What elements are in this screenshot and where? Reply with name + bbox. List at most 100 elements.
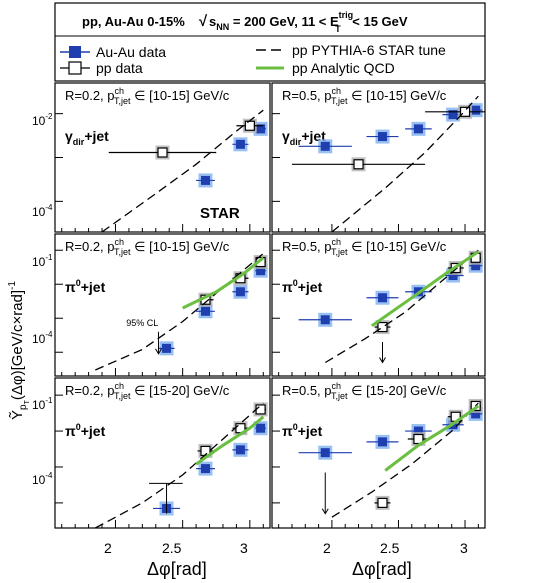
panel-label-tjet: T,jet (331, 391, 348, 401)
cl-arrow-head (155, 348, 162, 355)
plot-area (298, 249, 483, 364)
auau-marker (377, 132, 387, 142)
ytick-label-p3: 10-1 (32, 253, 53, 269)
pythia-curve (101, 109, 264, 232)
panel-label-range: ∈ [10-15] GeV/c (348, 239, 447, 254)
panel-label-r: R=0.2, p (65, 383, 115, 398)
trigger-symbol: γ (65, 128, 73, 144)
auau-marker (201, 464, 210, 474)
x-axis-label-right: Δφ[rad] (352, 559, 412, 579)
trigger-rest: +jet (298, 423, 323, 439)
panel-bottom-right: R=0.5, pch T,jet ∈ [15-20] GeV/c π0+jet (271, 377, 486, 529)
panel-label: R=0.2, pch T,jet ∈ [15-20] GeV/c (65, 381, 230, 401)
pp-marker (157, 147, 168, 158)
panel-label-range: ∈ [15-20] GeV/c (348, 383, 447, 398)
plot-area (95, 253, 268, 371)
cl-label: 95% CL (126, 318, 158, 328)
pp-marker (459, 106, 471, 117)
panel-label-ch: ch (115, 237, 125, 247)
panel-label-r: R=0.5, p (282, 239, 332, 254)
panel-label-ch: ch (115, 381, 125, 391)
xtick-label-right-2: 2 (323, 540, 331, 556)
pp-marker (255, 404, 266, 415)
panel-label: R=0.2, pch T,jet ∈ [10-15] GeV/c (65, 86, 230, 106)
panel-label-tjet: T,jet (331, 96, 348, 106)
header-title: pp, Au-Au 0-15% √ sNN = 200 GeV, 11 < Etri… (82, 10, 408, 34)
trigger-symbol: π (65, 279, 76, 295)
ytick-labels: 10-2 10-4 10-1 10-4 10-1 10-4 (32, 112, 53, 487)
auau-marker (413, 124, 423, 134)
panel-label-r: R=0.5, p (282, 383, 332, 398)
panel-label-range: ∈ [10-15] GeV/c (131, 239, 230, 254)
xtick-label-right-2p5: 2.5 (380, 540, 400, 556)
panel-label-range: ∈ [15-20] GeV/c (131, 383, 230, 398)
trigger-label: γdir+jet (65, 128, 109, 147)
plot-area (298, 398, 483, 518)
trigger-rest: +jet (81, 423, 106, 439)
trigger-rest: +jet (81, 279, 106, 295)
legend-pp-label: pp data (96, 60, 143, 76)
auau-marker (162, 343, 172, 353)
y-axis-label: ỸpT(Δφ)[GeV/c×rad]-1 (7, 281, 31, 420)
trigger-label: π0+jet (65, 278, 106, 295)
auau-marker (256, 423, 266, 433)
panel-frame (271, 377, 486, 529)
panel-frame (271, 233, 486, 377)
trigger-symbol: γ (282, 128, 290, 144)
legend-auau-marker (69, 46, 81, 58)
panel-label-r: R=0.2, p (65, 239, 115, 254)
ytick-label-p5b: 10-4 (32, 471, 53, 487)
trigger-rest: +jet (298, 279, 323, 295)
panel-label-tjet: T,jet (114, 96, 131, 106)
plot-area (101, 109, 268, 232)
panel-label-tjet: T,jet (114, 247, 131, 257)
auau-marker (256, 124, 266, 134)
xtick-label-left-3: 3 (240, 540, 248, 556)
auau-marker (448, 271, 458, 281)
xtick-label-left-2: 2 (104, 540, 112, 556)
panel-label-tjet: T,jet (114, 391, 131, 401)
panel-label-r: R=0.5, p (282, 88, 332, 103)
pp-marker (244, 120, 255, 131)
plot-area (94, 402, 268, 528)
auau-marker (201, 175, 210, 185)
panel-frame (54, 233, 271, 377)
auau-marker (413, 426, 423, 436)
panel-top-left: R=0.2, pch T,jet ∈ [10-15] GeV/c γdir+jet (54, 82, 271, 233)
legend-analytic-label: pp Analytic QCD (292, 60, 395, 76)
panel-label-ch: ch (115, 86, 125, 96)
ytick-label-p5: 10-1 (32, 396, 53, 412)
xtick-label-left-2p5: 2.5 (162, 540, 182, 556)
panel-bottom-left: R=0.2, pch T,jet ∈ [15-20] GeV/c π0+jet (54, 377, 271, 529)
legend-pp-marker (68, 61, 82, 75)
auau-marker (471, 261, 481, 271)
ytick-label-p1b: 10-4 (32, 203, 53, 219)
panel-label: R=0.5, pch T,jet ∈ [15-20] GeV/c (282, 381, 447, 401)
auau-marker (320, 315, 330, 325)
star-label: STAR (200, 205, 240, 222)
pp-marker (377, 497, 388, 508)
auau-marker (471, 409, 481, 419)
pythia-curve (331, 95, 479, 232)
legend: Au-Au data pp data pp PYTHIA-6 STAR tune… (60, 42, 446, 76)
plot-area (291, 95, 485, 232)
auau-marker (235, 287, 245, 297)
panel-label-range: ∈ [10-15] GeV/c (348, 88, 447, 103)
panel-label-ch: ch (332, 237, 342, 247)
ytick-label-p1: 10-2 (32, 112, 53, 128)
cl-arrow-head (379, 357, 386, 364)
auau-marker (471, 105, 481, 115)
panel-frame (271, 82, 486, 233)
trigger-sub: dir (73, 137, 85, 147)
panel-label-tjet: T,jet (331, 247, 348, 257)
pythia-curve (95, 253, 264, 371)
trigger-sup: 0 (293, 422, 298, 432)
trigger-label: π0+jet (282, 278, 323, 295)
panels: R=0.2, pch T,jet ∈ [10-15] GeV/cγdir+jetR… (54, 82, 486, 529)
auau-marker (320, 141, 330, 151)
trigger-label: π0+jet (282, 422, 323, 439)
panel-label: R=0.2, pch T,jet ∈ [10-15] GeV/c (65, 237, 230, 257)
trigger-symbol: π (282, 279, 293, 295)
